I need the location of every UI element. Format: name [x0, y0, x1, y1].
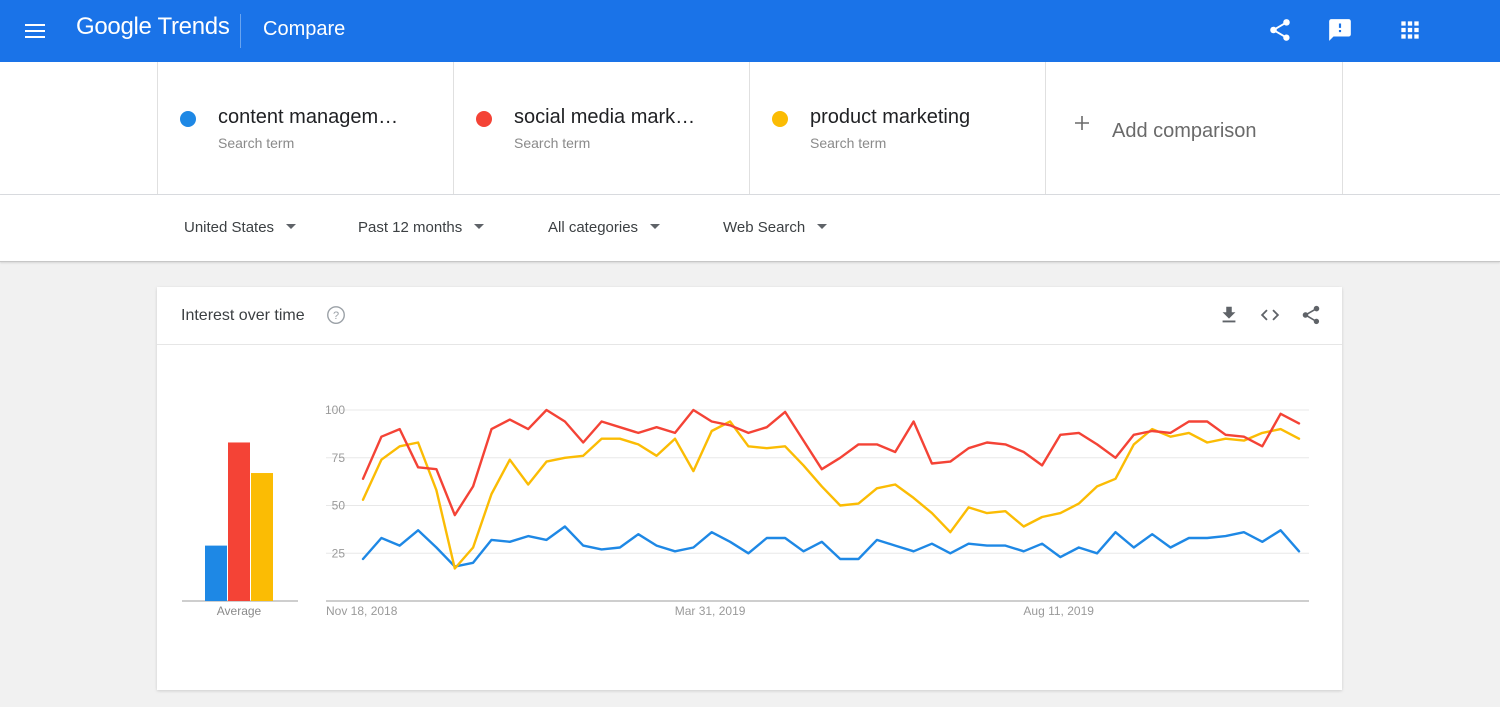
region-dropdown[interactable]: United States — [184, 219, 297, 236]
average-bar — [228, 442, 250, 601]
x-tick-label: Aug 11, 2019 — [1023, 604, 1094, 618]
interest-over-time-card: Interest over time ? 25 50 75 100 Nov 18, 20… — [157, 287, 1342, 690]
download-icon[interactable] — [1218, 304, 1240, 326]
average-label: Average — [217, 604, 262, 618]
chevron-down-icon — [286, 223, 297, 229]
y-tick-label: 25 — [332, 546, 346, 560]
filter-bar: United States Past 12 months All categor… — [0, 195, 1500, 262]
interest-chart: 25 50 75 100 Nov 18, 2018 Mar 31, 2019 Aug 11,… — [182, 403, 1309, 618]
chevron-down-icon — [474, 223, 485, 229]
term-color-dot — [476, 111, 492, 127]
header-divider — [240, 14, 241, 48]
series-line — [361, 408, 1301, 517]
chevron-down-icon — [817, 223, 828, 229]
term-type: Search term — [810, 135, 887, 151]
plus-icon — [1075, 116, 1089, 130]
term-card-3[interactable]: product marketing Search term — [749, 62, 1045, 194]
search-type-value: Web Search — [723, 219, 806, 236]
card-header: Interest over time ? — [157, 287, 1342, 345]
card-title: Interest over time — [181, 307, 305, 324]
search-type-dropdown[interactable]: Web Search — [723, 219, 828, 236]
share-icon[interactable] — [1300, 304, 1322, 326]
chevron-down-icon — [650, 223, 661, 229]
average-bar — [251, 473, 273, 601]
series-line — [361, 525, 1301, 568]
menu-icon[interactable] — [22, 19, 48, 43]
term-type: Search term — [218, 135, 295, 151]
comparison-bar: content managem… Search term social medi… — [0, 62, 1500, 195]
time-range-dropdown[interactable]: Past 12 months — [358, 219, 485, 236]
region-value: United States — [184, 219, 275, 236]
term-name: social media mark… — [514, 106, 696, 128]
svg-text:?: ? — [333, 310, 339, 322]
category-value: All categories — [548, 219, 639, 236]
add-comparison-button[interactable]: Add comparison — [1045, 62, 1343, 194]
term-type: Search term — [514, 135, 591, 151]
average-bar — [205, 545, 227, 601]
time-range-value: Past 12 months — [358, 219, 463, 236]
y-tick-label: 100 — [325, 403, 345, 417]
term-color-dot — [180, 111, 196, 127]
add-comparison-label: Add comparison — [1112, 120, 1257, 142]
help-icon[interactable]: ? — [325, 304, 347, 326]
term-name: product marketing — [810, 106, 971, 128]
share-icon[interactable] — [1267, 17, 1293, 43]
x-tick-label: Nov 18, 2018 — [326, 604, 398, 618]
series-line — [361, 420, 1301, 570]
term-color-dot — [772, 111, 788, 127]
term-card-2[interactable]: social media mark… Search term — [453, 62, 749, 194]
term-name: content managem… — [218, 106, 399, 128]
embed-icon[interactable] — [1259, 304, 1281, 326]
feedback-icon[interactable] — [1327, 17, 1353, 43]
term-card-1[interactable]: content managem… Search term — [157, 62, 453, 194]
page-title: Compare — [263, 18, 346, 40]
x-tick-label: Mar 31, 2019 — [675, 604, 746, 618]
top-bar: Google Trends Compare — [0, 0, 1500, 62]
y-tick-label: 50 — [332, 499, 346, 513]
google-trends-logo[interactable]: Google Trends — [76, 13, 230, 40]
apps-icon[interactable] — [1397, 17, 1423, 43]
category-dropdown[interactable]: All categories — [548, 219, 661, 236]
y-tick-label: 75 — [332, 451, 346, 465]
